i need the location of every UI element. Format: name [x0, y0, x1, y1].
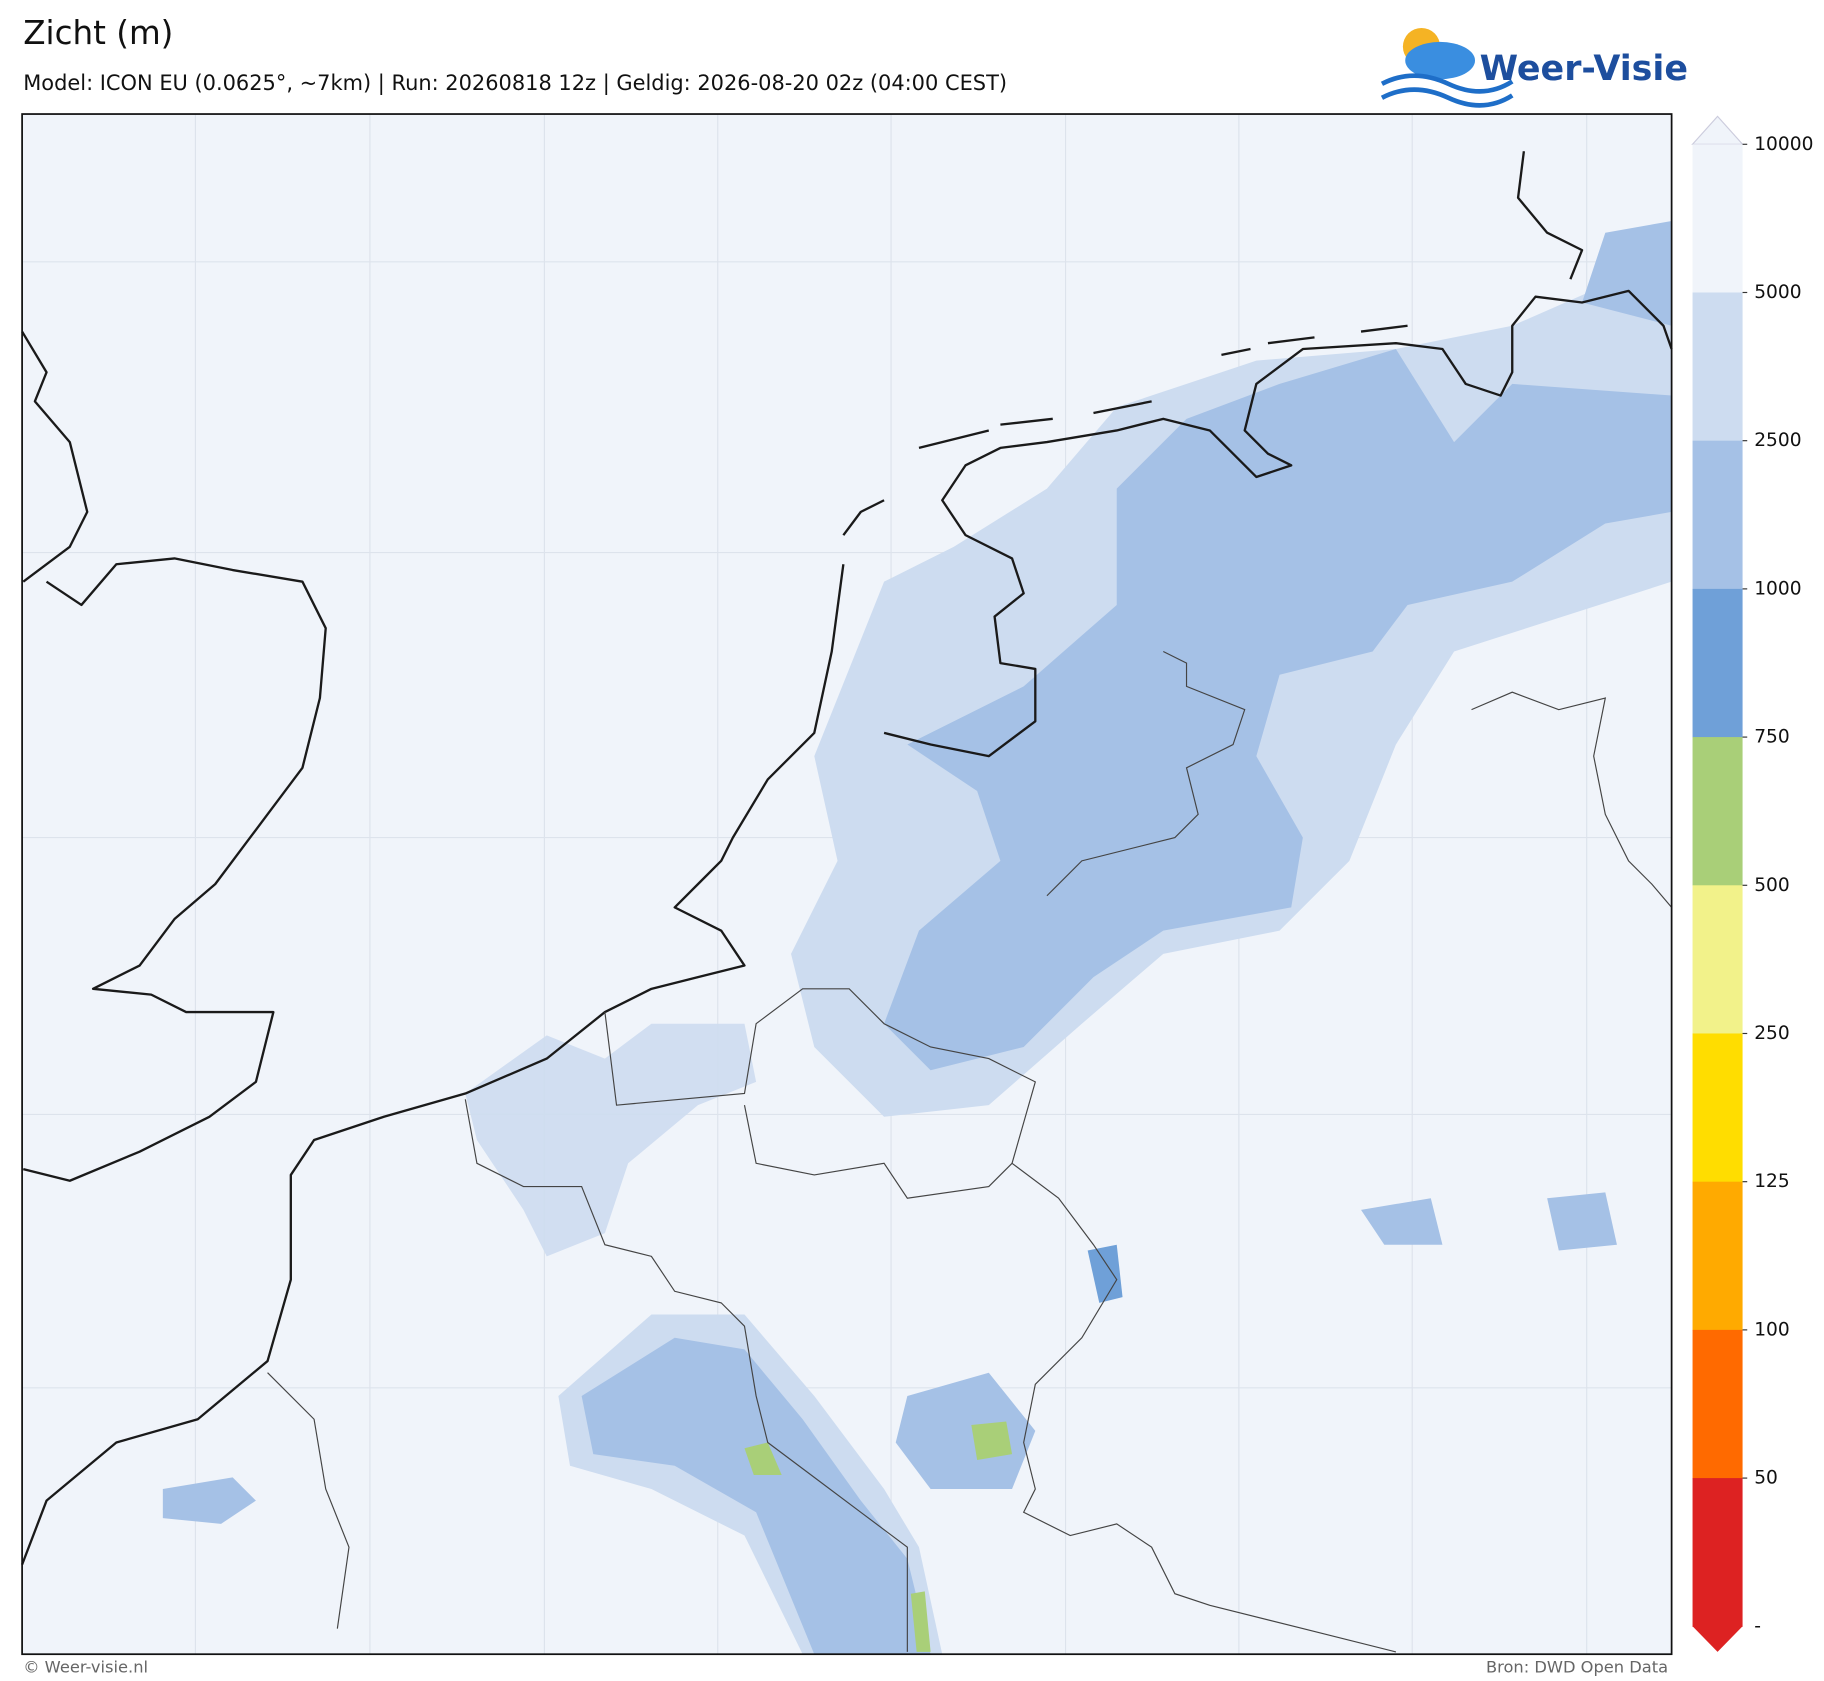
- colorbar-segment: [1692, 144, 1743, 294]
- colorbar-segment: [1692, 737, 1743, 886]
- colorbar-segment: [1692, 1329, 1743, 1479]
- colorbar-arrow-top: [1691, 115, 1744, 145]
- colorbar-segment: [1692, 588, 1743, 738]
- colorbar-label: 1000: [1754, 578, 1801, 599]
- colorbar-label: 2500: [1754, 430, 1801, 451]
- colorbar-segment: [1692, 1181, 1743, 1331]
- visibility-fields: [162, 221, 1672, 1655]
- colorbar-label: 10000: [1754, 134, 1813, 155]
- borders: [267, 650, 1673, 1653]
- colorbar-segment: [1692, 440, 1743, 590]
- source: Bron: DWD Open Data: [1486, 1658, 1668, 1677]
- map: [21, 113, 1673, 1656]
- colorbar-arrow-bottom: [1692, 1626, 1743, 1652]
- colorbar-label: 125: [1754, 1171, 1790, 1192]
- colorbar-label: 750: [1754, 727, 1790, 748]
- colorbar-segment: [1692, 1033, 1743, 1183]
- colorbar-label: 5000: [1754, 282, 1801, 303]
- colorbar-label: 100: [1754, 1319, 1790, 1340]
- colorbar-label: 500: [1754, 875, 1790, 896]
- logo: Weer-Visie: [1380, 27, 1688, 108]
- colorbar-label: 250: [1754, 1023, 1790, 1044]
- coastlines: [21, 151, 1673, 1566]
- colorbar-label: 50: [1754, 1468, 1778, 1489]
- subtitle: Model: ICON EU (0.0625°, ~7km) | Run: 20…: [23, 71, 1007, 96]
- logo-text: Weer-Visie: [1480, 49, 1688, 89]
- colorbar: 10000 5000 2500 1000 750 500 250 125 100 50 -: [1691, 115, 1813, 1652]
- title: Zicht (m): [23, 14, 173, 52]
- credit: © Weer-visie.nl: [23, 1658, 148, 1677]
- colorbar-label: -: [1754, 1616, 1761, 1637]
- colorbar-segment: [1692, 292, 1743, 442]
- colorbar-segment: [1692, 1478, 1743, 1627]
- colorbar-segment: [1692, 885, 1743, 1035]
